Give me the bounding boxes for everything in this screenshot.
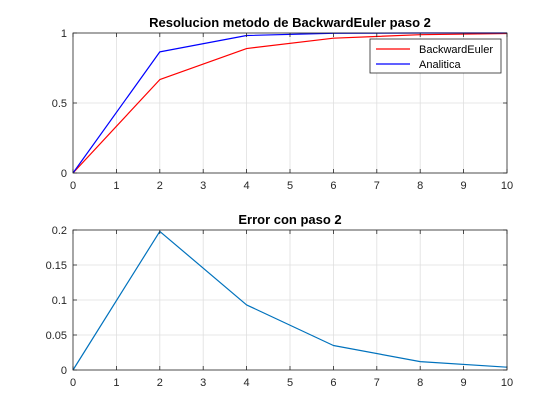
bottom-x-tick-label: 3 [200, 377, 206, 389]
top-y-tick-label: 0 [61, 168, 67, 180]
bottom-x-tick-label: 5 [287, 377, 293, 389]
legend-label-analitica: Analitica [419, 59, 461, 71]
bottom-x-tick-label: 8 [417, 377, 423, 389]
legend-label-backward-euler: BackwardEuler [419, 44, 493, 56]
top-x-tick-label: 5 [287, 180, 293, 192]
bottom-y-tick-label: 0.05 [46, 330, 67, 342]
top-x-tick-label: 9 [461, 180, 467, 192]
legend-box [369, 38, 502, 74]
top-y-tick-label: 0.5 [52, 98, 67, 110]
top-x-tick-label: 2 [157, 180, 163, 192]
bottom-x-tick-label: 2 [157, 377, 163, 389]
bottom-y-tick-label: 0.1 [52, 295, 67, 307]
top-x-tick-label: 7 [374, 180, 380, 192]
bottom-chart-title: Error con paso 2 [238, 212, 341, 227]
bottom-x-tick-label: 1 [113, 377, 119, 389]
bottom-series-line-0[interactable] [72, 230, 508, 371]
top-chart-title: Resolucion metodo de BackwardEuler paso … [149, 15, 431, 30]
top-legend[interactable]: BackwardEuler Analitica [369, 38, 502, 74]
top-x-tick-label: 3 [200, 180, 206, 192]
top-x-tick-label: 6 [330, 180, 336, 192]
bottom-y-tick-label: 0 [61, 365, 67, 377]
top-x-tick-label: 10 [501, 180, 513, 192]
bottom-y-tick-label: 0.15 [46, 260, 67, 272]
bottom-x-tick-label: 7 [374, 377, 380, 389]
bottom-x-tick-label: 6 [330, 377, 336, 389]
bottom-x-tick-label: 10 [501, 377, 513, 389]
bottom-x-tick-label: 9 [461, 377, 467, 389]
top-x-tick-label: 8 [417, 180, 423, 192]
bottom-y-tick-label: 0.2 [52, 225, 67, 237]
top-y-tick-label: 1 [61, 28, 67, 40]
top-series-backwardeuler[interactable] [72, 32, 508, 174]
top-x-tick-label: 1 [113, 180, 119, 192]
bottom-x-tick-label: 0 [70, 377, 76, 389]
bottom-x-tick-label: 4 [244, 377, 250, 389]
bottom-axes[interactable]: Error con paso 2 0 1 2 3 4 5 6 7 8 9 10 0 0.05 0.1 0.1… [46, 212, 514, 389]
top-x-tick-label: 0 [70, 180, 76, 192]
top-x-tick-label: 4 [244, 180, 250, 192]
